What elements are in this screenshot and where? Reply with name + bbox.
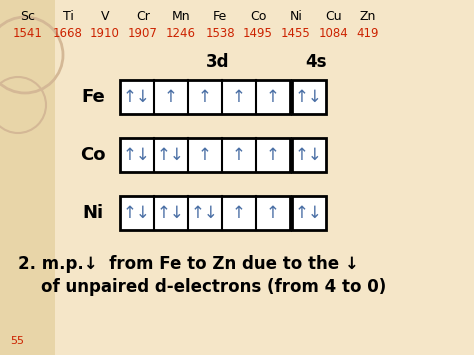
Text: Fe: Fe [81,88,105,106]
Text: ↑↓: ↑↓ [123,146,151,164]
Text: ↑↓: ↑↓ [123,88,151,106]
Text: 1246: 1246 [166,27,196,40]
Text: Co: Co [80,146,106,164]
Text: 419: 419 [357,27,379,40]
Text: Cu: Cu [326,10,342,23]
Text: Mn: Mn [172,10,191,23]
Text: ↑: ↑ [164,88,178,106]
Text: ↑: ↑ [266,146,280,164]
Text: 1910: 1910 [90,27,120,40]
Text: ↑↓: ↑↓ [191,204,219,222]
Text: ↑↓: ↑↓ [295,88,323,106]
Bar [120,138,290,172]
Text: 2. m.p.↓  from Fe to Zn due to the ↓: 2. m.p.↓ from Fe to Zn due to the ↓ [18,255,359,273]
Text: ↑: ↑ [232,88,246,106]
Text: ↑: ↑ [266,204,280,222]
Text: ↑↓: ↑↓ [295,204,323,222]
Text: Ni: Ni [82,204,103,222]
Text: of unpaired d-electrons (from 4 to 0): of unpaired d-electrons (from 4 to 0) [18,278,386,296]
Text: ↑: ↑ [266,88,280,106]
Text: 1495: 1495 [243,27,273,40]
Text: ↑: ↑ [198,88,212,106]
Bar [120,80,290,114]
Text: 4s: 4s [305,53,327,71]
Text: ↑↓: ↑↓ [157,146,185,164]
Bar [120,196,290,230]
Text: Co: Co [250,10,266,23]
Text: ↑: ↑ [232,146,246,164]
Text: Sc: Sc [20,10,36,23]
Text: ↑↓: ↑↓ [295,146,323,164]
Bar [0,0,55,355]
Text: 3d: 3d [206,53,230,71]
Text: ↑↓: ↑↓ [157,204,185,222]
Bar [292,80,326,114]
Text: Cr: Cr [136,10,150,23]
Text: 1084: 1084 [319,27,349,40]
Text: 55: 55 [10,336,24,346]
Text: 1541: 1541 [13,27,43,40]
Text: 1455: 1455 [281,27,311,40]
Text: 1907: 1907 [128,27,158,40]
Text: ↑: ↑ [198,146,212,164]
Text: Ni: Ni [290,10,302,23]
Bar [292,196,326,230]
Text: V: V [101,10,109,23]
Text: ↑: ↑ [232,204,246,222]
Text: 1668: 1668 [53,27,83,40]
Text: Fe: Fe [213,10,227,23]
Text: ↑↓: ↑↓ [123,204,151,222]
Text: Zn: Zn [360,10,376,23]
Text: Ti: Ti [63,10,73,23]
Bar [292,138,326,172]
Text: 1538: 1538 [205,27,235,40]
